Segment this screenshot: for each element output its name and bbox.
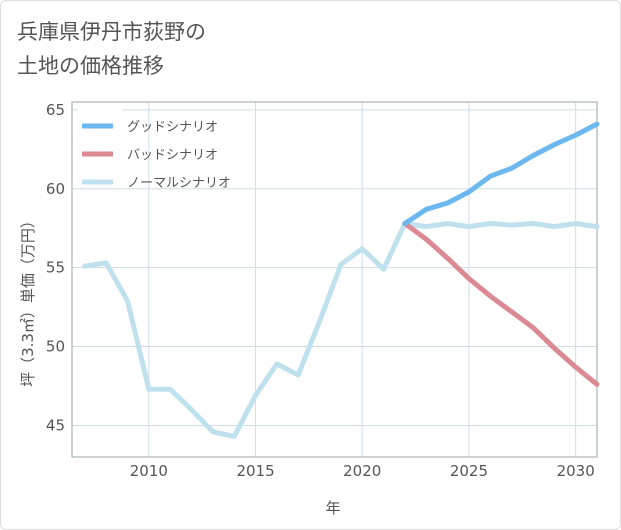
legend-label: グッドシナリオ (127, 120, 218, 135)
y-axis-label: 坪（3.3㎡）単価（万円） (19, 213, 37, 387)
legend-label: バッドシナリオ (127, 148, 218, 163)
x-tick-label: 2015 (236, 462, 274, 480)
x-tick-label: 2010 (130, 462, 168, 480)
y-tick-label: 45 (46, 416, 65, 434)
y-tick-label: 60 (46, 180, 65, 198)
x-tick-label: 2020 (343, 462, 381, 480)
series-line-3 (82, 221, 600, 439)
chart-title-line-1: 兵庫県伊丹市荻野の (17, 20, 206, 44)
y-tick-label: 55 (46, 259, 65, 277)
plot-area-frame (71, 101, 598, 458)
series-layer (82, 121, 600, 439)
y-tick-label: 50 (46, 338, 65, 356)
x-tick-label: 2030 (557, 462, 595, 480)
series-line-2 (402, 221, 600, 387)
x-axis-label: 年 (325, 499, 340, 517)
chart-title-line-2: 土地の価格推移 (17, 54, 164, 78)
chart-title: 兵庫県伊丹市荻野の 土地の価格推移 (17, 15, 206, 83)
x-tick-label: 2025 (450, 462, 488, 480)
axis-ticks: 2010 2015 2020 2025 2030 45 50 55 60 65 (46, 101, 595, 480)
y-tick-label: 65 (46, 101, 65, 119)
legend-label: ノーマルシナリオ (127, 176, 231, 191)
series-line-1 (402, 121, 600, 226)
